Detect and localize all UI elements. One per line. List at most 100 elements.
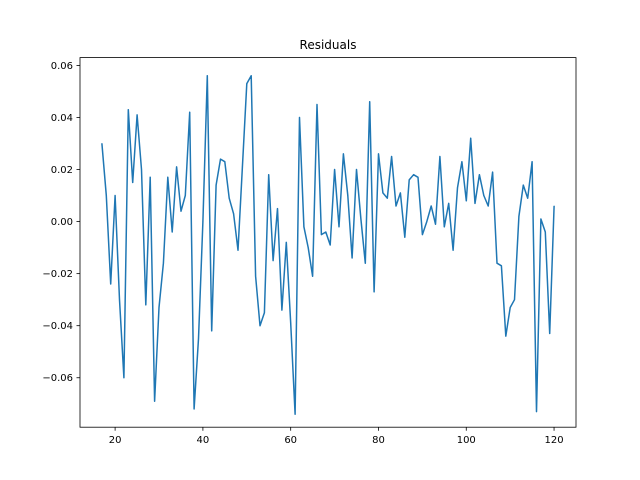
data-point	[123, 377, 125, 379]
data-point	[285, 241, 287, 243]
data-point	[334, 169, 336, 170]
data-point	[382, 192, 384, 194]
data-point	[114, 195, 116, 196]
data-point	[549, 333, 551, 334]
data-point	[228, 197, 230, 199]
data-point	[391, 156, 393, 157]
plot-area	[101, 75, 555, 415]
y-tick-label: 0.02	[51, 165, 73, 176]
data-point	[527, 197, 529, 199]
data-point	[171, 231, 173, 233]
data-point	[443, 226, 445, 228]
data-point	[360, 218, 362, 220]
data-point	[167, 176, 169, 178]
data-point	[439, 156, 441, 157]
data-point	[461, 161, 463, 163]
data-point	[193, 408, 195, 410]
data-point	[198, 338, 199, 340]
y-tick-label: 0.06	[51, 61, 73, 72]
data-point	[430, 205, 432, 207]
x-tick-label: 120	[545, 435, 564, 446]
data-point	[483, 195, 485, 196]
data-point	[132, 182, 134, 183]
data-point	[184, 195, 186, 196]
data-point	[277, 208, 278, 210]
data-point	[487, 205, 489, 207]
data-point	[373, 291, 375, 293]
data-point	[509, 307, 511, 308]
data-point	[540, 218, 542, 220]
data-point	[531, 161, 533, 163]
x-tick-label: 40	[197, 435, 210, 446]
data-point	[544, 231, 546, 233]
data-point	[421, 234, 423, 236]
y-tick-label: 0.00	[51, 217, 73, 228]
x-tick-label: 80	[372, 435, 385, 446]
data-point	[162, 262, 164, 264]
data-point	[500, 265, 502, 267]
data-point	[338, 226, 340, 228]
data-point	[255, 275, 257, 277]
data-point	[110, 283, 112, 285]
data-point	[351, 257, 353, 259]
data-point	[246, 83, 248, 85]
x-axis: 20 40 60 80 100 120	[109, 427, 564, 446]
data-point	[435, 223, 436, 225]
data-point	[404, 236, 406, 238]
data-point	[202, 221, 204, 223]
data-point	[272, 260, 274, 262]
series-line	[101, 75, 555, 415]
data-point	[378, 153, 379, 155]
data-point	[220, 158, 221, 160]
y-tick-label: −0.02	[42, 269, 73, 280]
data-point	[312, 275, 314, 277]
data-point	[215, 184, 217, 186]
data-point	[496, 262, 498, 264]
data-point	[299, 117, 300, 118]
data-point	[176, 166, 178, 168]
data-point	[307, 247, 309, 249]
data-point	[329, 244, 331, 246]
data-point	[514, 299, 515, 301]
data-point	[259, 325, 261, 327]
data-point	[320, 234, 322, 236]
data-point	[268, 174, 270, 176]
data-point	[119, 299, 120, 301]
data-point	[452, 249, 454, 251]
data-point	[233, 213, 235, 215]
data-point	[474, 202, 476, 204]
data-point	[505, 335, 507, 337]
y-axis: −0.06 −0.04 −0.02 0.00 0.02 0.04 0.06	[42, 61, 80, 384]
data-point	[448, 202, 450, 204]
chart-title: Residuals	[300, 38, 357, 52]
data-point	[241, 166, 243, 168]
data-point	[518, 215, 520, 217]
data-point	[211, 330, 213, 332]
data-point	[136, 114, 138, 116]
data-point	[281, 309, 283, 311]
data-point	[395, 205, 397, 207]
axes-frame	[79, 57, 577, 428]
data-point	[224, 161, 226, 163]
data-point	[294, 413, 296, 415]
data-point	[154, 400, 156, 402]
data-point	[536, 411, 537, 413]
data-point	[325, 231, 327, 233]
data-point	[399, 192, 401, 194]
x-tick-label: 20	[109, 435, 122, 446]
x-tick-label: 60	[284, 435, 297, 446]
data-point	[189, 111, 191, 113]
data-point	[141, 169, 142, 170]
data-point	[101, 143, 103, 144]
data-point	[413, 174, 415, 176]
data-point	[342, 153, 344, 155]
data-point	[457, 187, 458, 189]
data-point	[316, 104, 318, 105]
data-point	[426, 221, 428, 223]
y-tick-label: −0.06	[42, 373, 73, 384]
data-point	[522, 184, 524, 186]
data-point	[263, 312, 265, 314]
y-tick-label: −0.04	[42, 321, 73, 332]
data-point	[290, 322, 292, 324]
